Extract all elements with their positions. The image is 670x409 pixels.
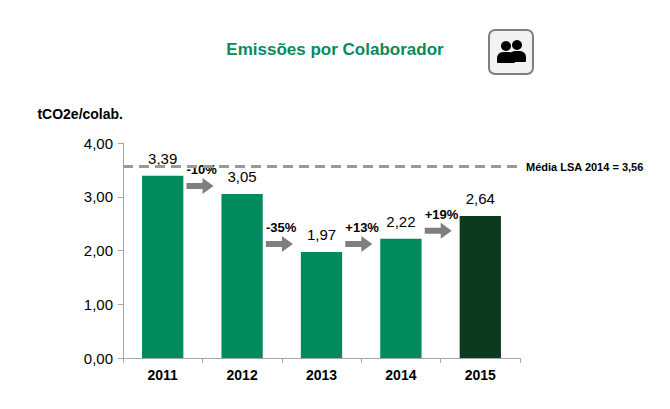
svg-text:2,64: 2,64 (466, 190, 495, 207)
svg-text:2014: 2014 (385, 367, 416, 383)
svg-text:2,00: 2,00 (84, 242, 113, 259)
svg-text:3,00: 3,00 (84, 188, 113, 205)
svg-text:3,05: 3,05 (227, 168, 256, 185)
svg-text:2013: 2013 (306, 367, 337, 383)
svg-text:4,00: 4,00 (84, 135, 113, 152)
svg-text:Emissões por Colaborador: Emissões por Colaborador (226, 40, 444, 59)
svg-text:2015: 2015 (465, 367, 496, 383)
svg-text:1,97: 1,97 (307, 226, 336, 243)
svg-text:0,00: 0,00 (84, 350, 113, 367)
svg-text:+13%: +13% (345, 220, 379, 235)
svg-text:1,00: 1,00 (84, 296, 113, 313)
svg-text:2,22: 2,22 (386, 213, 415, 230)
svg-text:-35%: -35% (266, 220, 297, 235)
svg-text:tCO2e/colab.: tCO2e/colab. (37, 106, 123, 122)
svg-text:2012: 2012 (227, 367, 258, 383)
svg-text:+19%: +19% (425, 207, 459, 222)
svg-text:Média LSA 2014 = 3,56: Média LSA 2014 = 3,56 (526, 161, 643, 173)
svg-text:-10%: -10% (187, 162, 218, 177)
svg-text:2011: 2011 (148, 367, 179, 383)
svg-text:3,39: 3,39 (148, 150, 177, 167)
